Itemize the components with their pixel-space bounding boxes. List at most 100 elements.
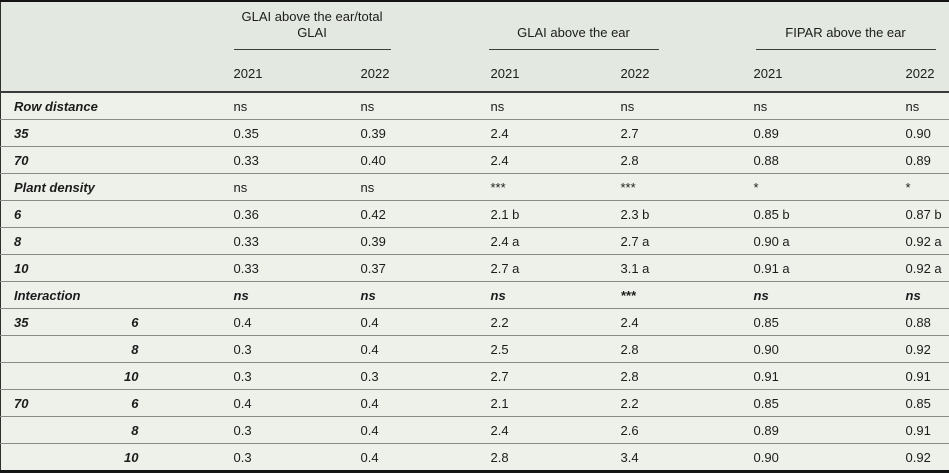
row-sublabel-text: 8 (131, 422, 139, 438)
group-header-label: FIPAR above the ear (755, 25, 936, 50)
cell-value: ns (477, 92, 608, 120)
row-label: 35 (0, 119, 221, 147)
cell-value: 0.4 (347, 416, 478, 444)
row-sublabel: 10 (110, 362, 221, 390)
cell-value: ns (347, 173, 478, 201)
cell-value: *** (607, 281, 741, 309)
cell-value: 0.3 (220, 443, 348, 472)
cell-value: 3.4 (607, 443, 741, 472)
cell-value: 0.36 (220, 200, 348, 228)
cell-value: 2.7 (607, 119, 741, 147)
cell-value: * (892, 173, 949, 201)
cell-value: ns (607, 92, 741, 120)
row-sublabel: 8 (110, 335, 221, 363)
cell-value: 0.91 (740, 362, 893, 390)
cell-value: *** (607, 173, 741, 201)
corner-cell (0, 1, 221, 53)
cell-value: 0.35 (220, 119, 348, 147)
row-label: Interaction (0, 281, 221, 309)
cell-value: 0.3 (220, 362, 348, 390)
cell-value: 0.90 (740, 335, 893, 363)
table-header: GLAI above the ear/total GLAI GLAI above… (0, 1, 949, 93)
cell-value: *** (477, 173, 608, 201)
cell-value: 0.89 (892, 146, 949, 174)
cell-value: 0.3 (220, 416, 348, 444)
cell-value: 0.91 (892, 362, 949, 390)
cell-value: ns (892, 281, 949, 309)
row-sublabel: 6 (110, 389, 221, 417)
cell-value: 2.7 a (607, 227, 741, 255)
group-header-fipar-above-ear: FIPAR above the ear (740, 1, 949, 53)
cell-value: 0.91 a (740, 254, 893, 282)
cell-value: ns (347, 281, 478, 309)
cell-value: 2.6 (607, 416, 741, 444)
row-label: 35 (0, 308, 111, 336)
cell-value: 2.4 (477, 146, 608, 174)
cell-value: 0.92 (892, 443, 949, 472)
table-row: 6 0.36 0.42 2.1 b 2.3 b 0.85 b 0.87 b (0, 200, 949, 228)
cell-value: ns (220, 173, 348, 201)
cell-value: 0.90 (892, 119, 949, 147)
row-label (0, 443, 111, 472)
row-label (0, 362, 111, 390)
year-header: 2021 (220, 53, 348, 93)
table-row: Interaction ns ns ns *** ns ns (0, 281, 949, 309)
table-row: 8 0.3 0.4 2.4 2.6 0.89 0.91 (0, 416, 949, 444)
cell-value: 0.39 (347, 119, 478, 147)
cell-value: 2.8 (477, 443, 608, 472)
cell-value: 0.92 a (892, 227, 949, 255)
year-header: 2022 (607, 53, 741, 93)
table-row: Plant density ns ns *** *** * * (0, 173, 949, 201)
table-row: 35 6 0.4 0.4 2.2 2.4 0.85 0.88 (0, 308, 949, 336)
year-header: 2022 (347, 53, 478, 93)
row-sublabel-text: 6 (131, 395, 139, 411)
year-header: 2021 (740, 53, 893, 93)
table-row: Row distance ns ns ns ns ns ns (0, 92, 949, 120)
row-sublabel: 6 (110, 308, 221, 336)
group-header-label: GLAI above the ear/total GLAI (233, 9, 391, 50)
cell-value: 0.4 (347, 335, 478, 363)
cell-value: 0.92 a (892, 254, 949, 282)
cell-value: 0.33 (220, 254, 348, 282)
cell-value: 3.1 a (607, 254, 741, 282)
table-row: 10 0.33 0.37 2.7 a 3.1 a 0.91 a 0.92 a (0, 254, 949, 282)
cell-value: ns (347, 92, 478, 120)
table-row: 70 0.33 0.40 2.4 2.8 0.88 0.89 (0, 146, 949, 174)
cell-value: 0.3 (220, 335, 348, 363)
cell-value: 0.88 (892, 308, 949, 336)
row-sublabel-text: 6 (131, 314, 139, 330)
cell-value: 0.37 (347, 254, 478, 282)
cell-value: 0.4 (347, 443, 478, 472)
cell-value: 2.1 (477, 389, 608, 417)
year-header: 2022 (892, 53, 949, 93)
cell-value: 0.90 (740, 443, 893, 472)
cell-value: 0.89 (740, 416, 893, 444)
row-label: 70 (0, 146, 221, 174)
cell-value: 0.4 (347, 308, 478, 336)
cell-value: 2.2 (607, 389, 741, 417)
table-row: 35 0.35 0.39 2.4 2.7 0.89 0.90 (0, 119, 949, 147)
cell-value: 0.85 (740, 308, 893, 336)
table-row: 8 0.3 0.4 2.5 2.8 0.90 0.92 (0, 335, 949, 363)
table-row: 8 0.33 0.39 2.4 a 2.7 a 0.90 a 0.92 a (0, 227, 949, 255)
group-header-glai-ratio: GLAI above the ear/total GLAI (220, 1, 478, 53)
row-label: 70 (0, 389, 111, 417)
cell-value: 0.33 (220, 146, 348, 174)
cell-value: 2.4 a (477, 227, 608, 255)
cell-value: 2.8 (607, 362, 741, 390)
cell-value: 0.42 (347, 200, 478, 228)
cell-value: 0.89 (740, 119, 893, 147)
row-sublabel-text: 10 (124, 449, 139, 465)
cell-value: 2.8 (607, 146, 741, 174)
cell-value: 0.91 (892, 416, 949, 444)
cell-value: 0.40 (347, 146, 478, 174)
table-row: 70 6 0.4 0.4 2.1 2.2 0.85 0.85 (0, 389, 949, 417)
row-label (0, 416, 111, 444)
table-row: 10 0.3 0.4 2.8 3.4 0.90 0.92 (0, 443, 949, 472)
cell-value: 2.5 (477, 335, 608, 363)
cell-value: 0.4 (220, 308, 348, 336)
cell-value: 0.88 (740, 146, 893, 174)
row-label: 10 (0, 254, 221, 282)
year-header-row: 2021 2022 2021 2022 2021 2022 (0, 53, 949, 93)
